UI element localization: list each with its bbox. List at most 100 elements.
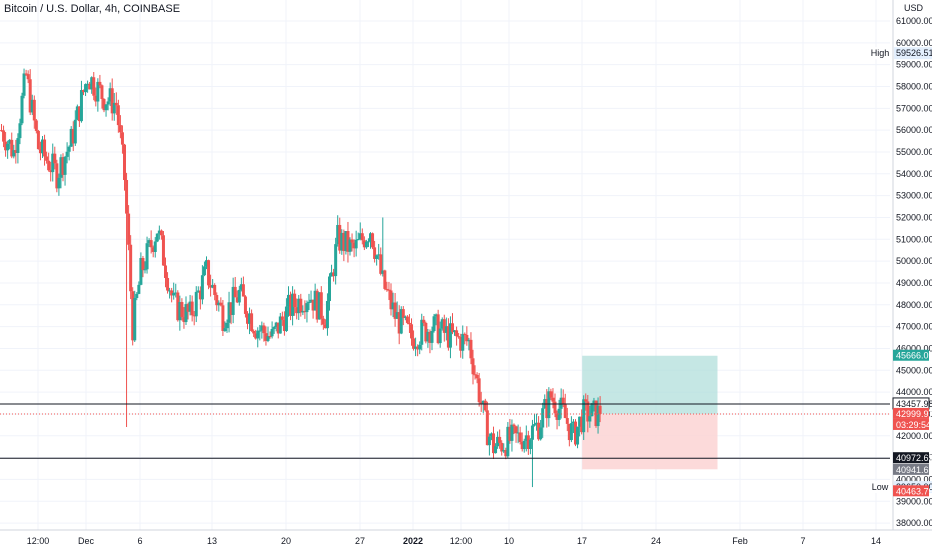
candle: [332, 268, 336, 282]
candle-body: [555, 413, 559, 420]
candle: [2, 125, 6, 148]
price-label-bg: [893, 407, 929, 419]
candle: [461, 325, 465, 359]
candle-body: [344, 231, 348, 252]
candle: [280, 311, 284, 326]
candle: [133, 290, 137, 343]
candle: [139, 252, 143, 286]
candle-body: [164, 265, 167, 278]
candle: [436, 309, 440, 345]
candle-body: [246, 313, 249, 324]
candle: [268, 331, 272, 339]
candle: [47, 152, 51, 172]
candle-body: [123, 144, 126, 181]
candle: [385, 281, 389, 292]
price-label-bg: [893, 452, 929, 464]
price-label: 45666.09: [893, 349, 932, 361]
candle: [590, 402, 594, 417]
candle-body: [475, 374, 479, 379]
candle-body: [391, 302, 395, 310]
candle: [428, 329, 432, 354]
candle-body: [420, 319, 424, 345]
candle: [127, 205, 131, 251]
candle-body: [262, 325, 266, 334]
candle-body: [436, 314, 440, 344]
price-label: 40463.79: [893, 485, 932, 497]
candle: [239, 277, 243, 292]
candle-body: [563, 404, 567, 419]
candle-body: [313, 290, 317, 311]
candle: [110, 78, 114, 121]
y-tick-label: 57000.00: [896, 103, 932, 113]
candle-body: [84, 84, 88, 93]
candle-body: [276, 322, 280, 334]
candle: [106, 97, 110, 111]
x-tick-label: 7: [800, 536, 805, 546]
candle-body: [332, 272, 336, 277]
price-label-text: 40941.65: [896, 465, 932, 475]
candle-body: [467, 339, 471, 342]
candle-body: [469, 339, 473, 359]
candle-body: [348, 239, 352, 252]
candle-body: [596, 405, 600, 427]
candle: [592, 397, 596, 412]
candle: [266, 326, 270, 343]
candle: [565, 407, 569, 432]
candle-body: [350, 239, 354, 243]
candle: [200, 265, 204, 305]
candle-body: [182, 317, 186, 323]
candle: [467, 337, 471, 351]
candle: [102, 98, 106, 113]
candle-body: [28, 79, 32, 113]
candle-body: [305, 303, 309, 313]
candle: [77, 106, 81, 127]
candle: [65, 142, 69, 164]
candle: [412, 330, 416, 351]
candle-body: [500, 442, 504, 452]
candle: [137, 281, 141, 295]
candle: [252, 329, 256, 338]
candle: [254, 329, 258, 340]
candle: [26, 70, 30, 84]
currency-label[interactable]: USD: [904, 3, 924, 13]
candle: [166, 272, 170, 294]
candle: [502, 443, 506, 454]
candle-body: [178, 302, 182, 321]
candle: [356, 232, 360, 241]
candle-body: [471, 358, 475, 375]
candle-body: [211, 284, 215, 288]
candle-body: [321, 318, 325, 325]
candle: [75, 104, 79, 121]
candle-body: [120, 132, 124, 145]
candle: [262, 322, 266, 342]
candle-body: [256, 330, 260, 339]
candle: [410, 318, 413, 346]
candle-body: [578, 416, 582, 427]
y-tick-label: 51000.00: [896, 234, 932, 244]
candle: [405, 315, 409, 325]
candle-body: [494, 446, 498, 454]
candle-body: [489, 433, 493, 437]
candle-body: [325, 301, 329, 329]
candle-body: [190, 301, 194, 316]
candle: [192, 311, 196, 326]
price-label: 40972.69: [893, 452, 932, 464]
candles: [0, 68, 602, 488]
candle-body: [377, 254, 381, 256]
candle-body: [512, 424, 516, 427]
candle-body: [131, 291, 135, 341]
candle-body: [250, 313, 254, 331]
candle-body: [342, 232, 346, 252]
candle: [489, 432, 493, 441]
candle-body: [2, 130, 6, 142]
candle-body: [379, 254, 383, 274]
x-tick-label: 14: [871, 536, 881, 546]
candle-body: [371, 233, 375, 248]
candle: [270, 321, 274, 339]
candle-body: [405, 316, 409, 323]
candle: [190, 295, 194, 322]
candle: [377, 243, 381, 260]
candle-body: [451, 323, 454, 333]
